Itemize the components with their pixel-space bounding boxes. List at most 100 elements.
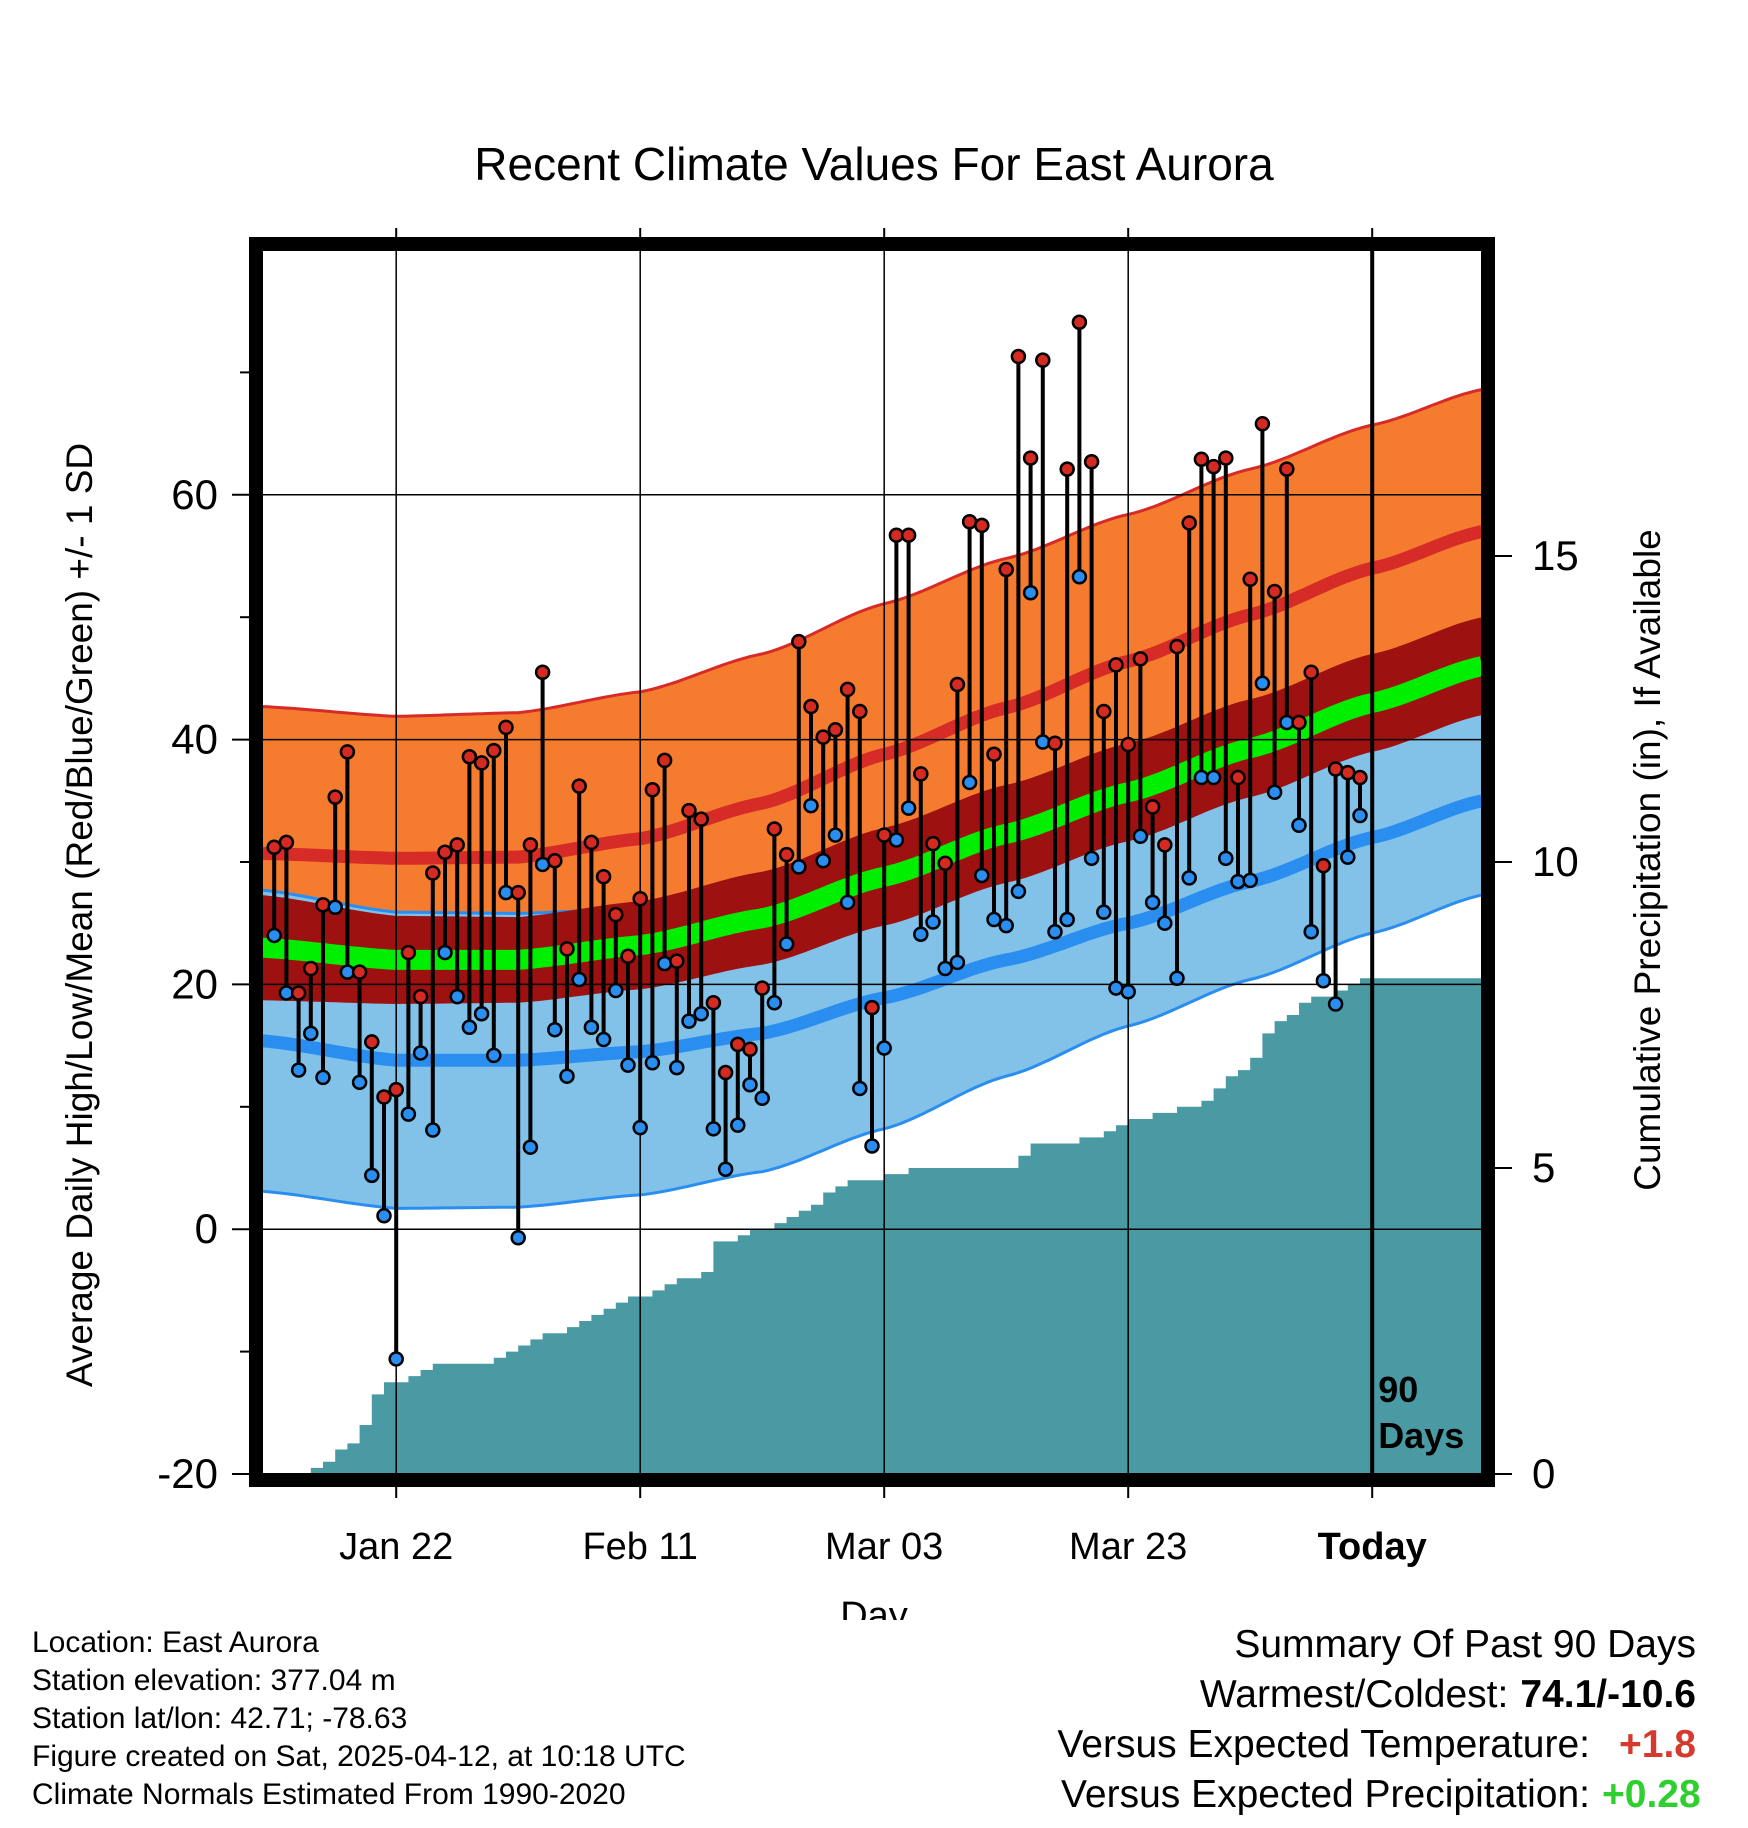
daily-high-point xyxy=(693,811,709,827)
daily-high-point xyxy=(1047,735,1063,752)
daily-low-point xyxy=(717,1161,734,1177)
precip-label: Versus Expected Precipitation: xyxy=(1061,1773,1590,1816)
daily-low-point xyxy=(437,944,453,961)
daily-high-point xyxy=(547,853,563,869)
daily-high-point xyxy=(913,766,929,782)
y-tick-label-left: -20 xyxy=(157,1450,218,1497)
daily-low-point xyxy=(766,995,783,1011)
daily-low-point xyxy=(925,914,941,930)
chart-title: Recent Climate Values For East Aurora xyxy=(474,138,1274,190)
x-tick-label: Feb 11 xyxy=(582,1526,697,1568)
daily-low-point xyxy=(327,899,343,916)
daily-low-point xyxy=(1169,970,1185,987)
daily-high-point xyxy=(425,865,441,881)
daily-low-point xyxy=(1096,904,1112,920)
daily-high-point xyxy=(669,953,685,969)
daily-low-point xyxy=(754,1090,770,1106)
daily-low-point xyxy=(1242,872,1258,889)
daily-low-point xyxy=(1083,850,1100,867)
daily-high-point xyxy=(339,744,356,760)
daily-low-point xyxy=(303,1025,319,1042)
daily-low-point xyxy=(522,1139,539,1155)
daily-high-point xyxy=(1120,736,1136,753)
daily-high-point xyxy=(351,964,368,980)
daily-high-point xyxy=(766,821,783,837)
daily-low-point xyxy=(1071,569,1088,585)
daily-high-point xyxy=(1230,769,1246,786)
y-tick-label-right: 10 xyxy=(1532,838,1579,885)
daily-high-point xyxy=(437,844,453,860)
daily-high-point xyxy=(449,837,465,853)
temp-value: +1.8 xyxy=(1619,1723,1696,1766)
warm-cold-value: 74.1/-10.6 xyxy=(1520,1673,1696,1716)
daily-high-point xyxy=(1022,450,1039,466)
daily-low-point xyxy=(1315,972,1332,989)
y-tick-label-left: 60 xyxy=(171,471,218,518)
daily-high-point xyxy=(705,995,722,1011)
plot-frame xyxy=(249,237,1495,1487)
daily-low-point xyxy=(693,1006,709,1022)
daily-high-point xyxy=(1279,461,1295,477)
daily-high-point xyxy=(608,906,624,923)
daily-high-point xyxy=(534,664,551,681)
daily-high-point xyxy=(900,527,917,543)
y-axis-label-left: Average Daily High/Low/Mean (Red/Blue/Gr… xyxy=(59,443,100,1387)
daily-low-point xyxy=(547,1021,563,1038)
y-tick-label-right: 15 xyxy=(1532,532,1579,579)
daily-high-point xyxy=(1352,769,1368,786)
x-tick-label: Today xyxy=(1318,1526,1427,1568)
daily-high-point xyxy=(1291,714,1307,731)
daily-high-point xyxy=(1144,799,1161,815)
daily-high-point xyxy=(791,633,807,650)
summary-title: Summary Of Past 90 Days xyxy=(1234,1623,1696,1666)
daily-low-point xyxy=(351,1074,368,1091)
daily-high-point xyxy=(412,988,429,1005)
info-location: Location: East Aurora xyxy=(32,1626,319,1659)
daily-high-point xyxy=(559,941,575,957)
daily-low-point xyxy=(400,1106,417,1122)
daily-low-point xyxy=(900,800,917,816)
daily-high-point xyxy=(1205,458,1222,475)
daily-high-point xyxy=(925,835,941,852)
cumulative-precip-area xyxy=(262,978,1482,1474)
daily-low-point xyxy=(1144,894,1161,911)
daily-low-point xyxy=(669,1059,685,1076)
daily-low-point xyxy=(595,1031,612,1048)
daily-low-point xyxy=(1181,870,1197,886)
info-created: Figure created on Sat, 2025-04-12, at 10… xyxy=(32,1740,686,1773)
daily-high-point xyxy=(1059,461,1075,477)
daily-high-point xyxy=(1108,657,1124,673)
daily-high-point xyxy=(461,748,478,765)
daily-high-point xyxy=(376,1089,392,1105)
daily-high-point xyxy=(486,742,502,759)
daily-high-point xyxy=(400,944,417,961)
daily-low-point xyxy=(290,1062,307,1078)
daily-high-point xyxy=(656,752,673,769)
daily-high-point xyxy=(632,890,648,907)
plot-area: 90 Days Jan 22 Feb 11 Mar 03 Mar 23 Today -20 0 2… xyxy=(157,228,1579,1568)
daily-high-point xyxy=(742,1041,758,1058)
x-tick-label: Jan 22 xyxy=(339,1526,453,1568)
daily-low-point xyxy=(742,1077,758,1093)
daily-low-point xyxy=(1059,911,1075,928)
daily-high-point xyxy=(1035,352,1051,368)
daily-low-point xyxy=(461,1019,478,1035)
y-tick-label-right: 5 xyxy=(1532,1144,1555,1191)
daily-low-point xyxy=(986,911,1002,928)
summary-temp: Versus Expected Temperature: +1.8 xyxy=(1057,1720,1696,1770)
daily-low-point xyxy=(364,1167,380,1184)
daily-low-point xyxy=(608,982,624,999)
daily-low-point xyxy=(839,894,856,911)
daily-low-point xyxy=(1010,883,1027,900)
daily-high-point xyxy=(815,729,831,745)
daily-low-point xyxy=(1303,924,1319,940)
daily-low-point xyxy=(388,1351,404,1367)
daily-low-point xyxy=(815,853,831,869)
y-tick-label-left: 20 xyxy=(171,960,218,1007)
daily-high-point xyxy=(595,868,612,885)
daily-low-point xyxy=(644,1054,661,1071)
daily-low-point xyxy=(583,1019,600,1035)
daily-high-point xyxy=(1303,664,1319,681)
warm-cold-label: Warmest/Coldest: xyxy=(1199,1673,1509,1716)
daily-high-point xyxy=(852,703,868,720)
